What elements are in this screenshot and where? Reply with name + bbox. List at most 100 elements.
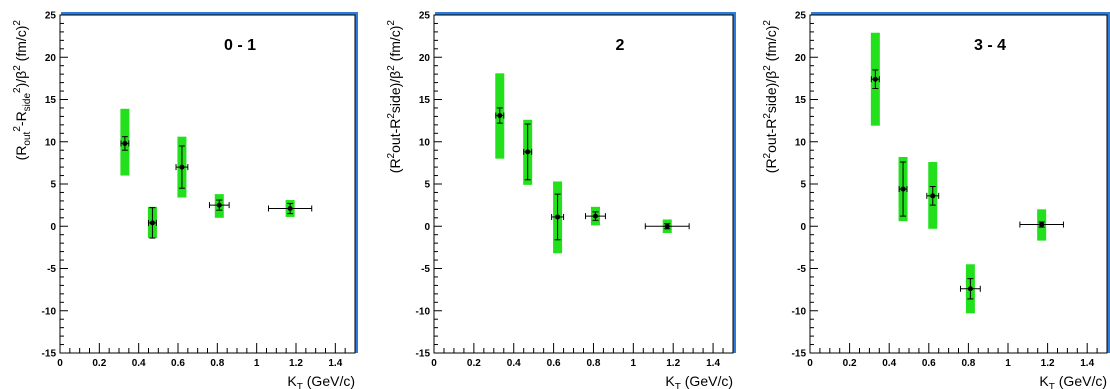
- frame-shadow-right: [733, 12, 736, 353]
- x-tick-label: 1: [1005, 358, 1011, 369]
- y-tick-label: 5: [50, 180, 56, 191]
- data-point: [175, 136, 189, 198]
- x-tick-label: 0.8: [210, 358, 224, 369]
- x-tick-label: 0.2: [92, 358, 106, 369]
- frame-shadow-right: [355, 12, 358, 353]
- y-tick-label: 10: [795, 137, 807, 148]
- frame-shadow-top: [811, 12, 1110, 15]
- data-marker: [1039, 222, 1045, 228]
- y-tick-label: -10: [792, 306, 807, 317]
- x-tick-label: 0: [431, 358, 437, 369]
- y-tick-label: 10: [45, 137, 57, 148]
- x-tick-label: 0.2: [843, 358, 857, 369]
- y-tick-label: 25: [45, 11, 57, 22]
- y-tick-label: -10: [416, 306, 431, 317]
- data-marker: [179, 164, 185, 170]
- frame-shadow-top: [435, 12, 736, 15]
- data-marker: [967, 286, 973, 292]
- y-tick-label: 25: [419, 11, 431, 22]
- x-axis-title: KT (GeV/c): [287, 373, 355, 389]
- plot-frame: [433, 14, 734, 354]
- x-tick-label: 1.4: [1080, 358, 1094, 369]
- x-tick-label: 0.4: [882, 358, 896, 369]
- data-point: [120, 108, 130, 176]
- x-tick-label: 1.2: [1041, 358, 1055, 369]
- data-point: [267, 200, 313, 217]
- panel-title: 0 - 1: [224, 37, 256, 54]
- data-marker: [664, 223, 670, 229]
- x-tick-label: 0.8: [961, 358, 975, 369]
- data-point: [959, 264, 981, 314]
- panel-3: -15 -10 -5 0 5 10 15 20 25 0 0.2 0.4 0.6 0.8 1 1.2 1.4 3 …: [762, 11, 1110, 389]
- x-tick-label: 1.2: [289, 358, 303, 369]
- data-point: [870, 32, 880, 126]
- data-marker: [592, 213, 598, 219]
- y-tick-label: 5: [800, 180, 806, 191]
- x-tick-label: 0.4: [132, 358, 146, 369]
- x-axis-title: KT (GeV/c): [1039, 373, 1107, 389]
- x-tick-label: 0.8: [587, 358, 601, 369]
- plot-frame: [809, 14, 1108, 354]
- x-tick-label: 1.4: [706, 358, 720, 369]
- data-marker: [872, 76, 878, 82]
- y-tick-label: 0: [800, 222, 806, 233]
- panel-1: -15 -10 -5 0 5 10 15 20 25 0 0.2 0.4 0.6 0.8 1 1.2 1.4 0 …: [12, 11, 358, 389]
- panel-title: 2: [616, 37, 625, 54]
- x-axis-title: KT (GeV/c): [665, 373, 733, 389]
- data-point: [644, 219, 690, 234]
- y-axis-title: (R2out-R2side)/β2 (fm/c)2: [386, 20, 403, 174]
- data-marker: [930, 193, 936, 199]
- y-tick-label: 15: [45, 95, 57, 106]
- y-tick-label: -5: [47, 264, 56, 275]
- y-tick-label: 0: [424, 222, 430, 233]
- panel-2: -15 -10 -5 0 5 10 15 20 25 0 0.2 0.4 0.6 0.8 1 1.2 1.4 2 K…: [386, 11, 736, 389]
- y-tick-label: -15: [416, 349, 431, 360]
- y-tick-label: 20: [795, 53, 807, 64]
- x-tick-label: 0: [57, 358, 63, 369]
- x-tick-label: 0.4: [507, 358, 521, 369]
- x-tick-label: 0.6: [922, 358, 936, 369]
- y-tick-label: 20: [419, 53, 431, 64]
- data-point: [523, 119, 533, 185]
- y-tick-label: -15: [42, 349, 57, 360]
- data-point: [551, 181, 565, 254]
- data-marker: [122, 140, 128, 146]
- y-tick-label: 15: [795, 95, 807, 106]
- x-tick-label: 1: [254, 358, 260, 369]
- plot-frame: [59, 14, 356, 354]
- frame-shadow-top: [61, 12, 358, 15]
- data-point: [147, 206, 157, 239]
- data-point: [495, 73, 505, 159]
- data-marker: [900, 186, 906, 192]
- y-tick-label: -10: [42, 306, 57, 317]
- y-tick-label: -5: [797, 264, 806, 275]
- x-tick-label: 0.2: [467, 358, 481, 369]
- data-marker: [216, 202, 222, 208]
- data-marker: [149, 220, 155, 226]
- data-marker: [497, 113, 503, 119]
- y-tick-label: 15: [419, 95, 431, 106]
- y-tick-label: 0: [50, 222, 56, 233]
- data-marker: [555, 214, 561, 220]
- x-tick-label: 1.4: [328, 358, 342, 369]
- y-tick-label: -15: [792, 349, 807, 360]
- y-tick-label: 5: [424, 180, 430, 191]
- x-tick-label: 0: [807, 358, 813, 369]
- data-marker: [525, 149, 531, 155]
- frame-shadow-right: [1107, 12, 1110, 353]
- panel-title: 3 - 4: [974, 37, 1006, 54]
- y-tick-label: 20: [45, 53, 57, 64]
- x-tick-label: 1.2: [666, 358, 680, 369]
- data-point: [584, 206, 606, 226]
- data-point: [1019, 209, 1064, 241]
- x-tick-label: 0.6: [171, 358, 185, 369]
- y-tick-label: 10: [419, 137, 431, 148]
- x-tick-label: 1: [631, 358, 637, 369]
- y-tick-label: -5: [421, 264, 430, 275]
- y-tick-label: 25: [795, 11, 807, 22]
- data-point: [208, 194, 230, 218]
- y-axis-title: (R2out-R2side)/β2 (fm/c)2: [762, 20, 779, 174]
- y-axis-title: (Rout2-Rside2)/β2 (fm/c)2: [12, 20, 33, 161]
- x-tick-label: 0.6: [547, 358, 561, 369]
